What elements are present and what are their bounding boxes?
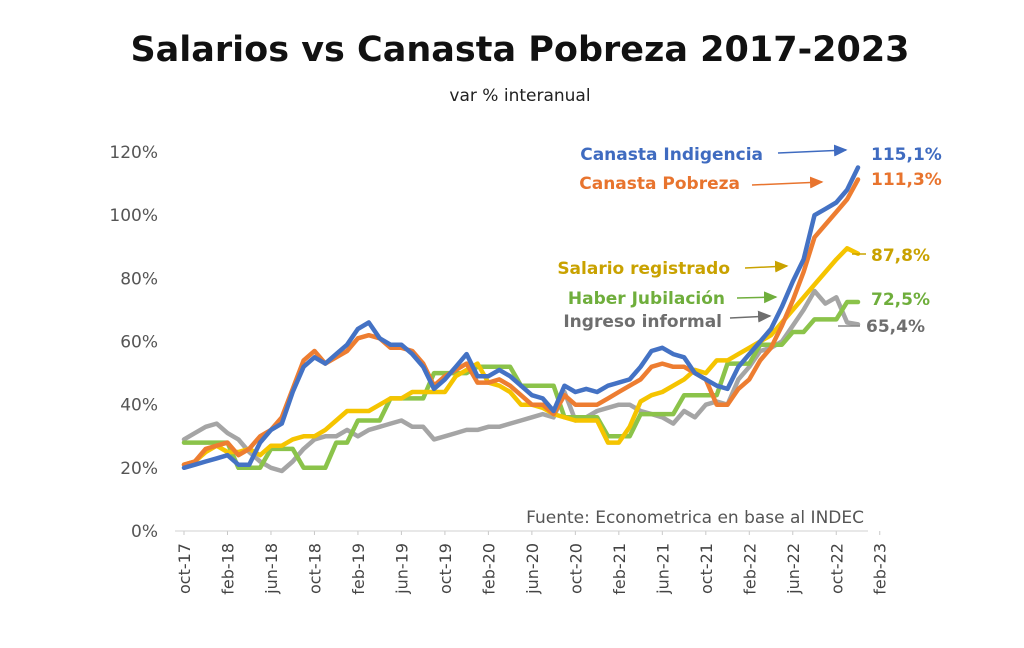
legend-arrow-4 <box>729 310 772 323</box>
x-tick-label: oct-21 <box>697 543 716 594</box>
x-tick-label: oct-18 <box>305 543 324 594</box>
x-tick-label: jun-18 <box>262 543 281 595</box>
series-line-2 <box>181 246 861 467</box>
legend-label-2: Salario registrado <box>557 259 730 279</box>
legend-label-3: Haber Jubilación <box>568 289 725 309</box>
legend-arrow-2 <box>744 260 789 273</box>
y-tick-label: 60% <box>120 333 158 353</box>
y-tick-label: 0% <box>131 522 158 542</box>
end-value-label-2: 87,8% <box>871 246 930 266</box>
legend-arrow-1 <box>751 176 824 189</box>
x-tick-label: feb-19 <box>349 543 368 595</box>
x-tick-label: jun-20 <box>523 543 542 595</box>
y-tick-label: 120% <box>109 143 158 163</box>
end-value-label-4: 65,4% <box>866 317 925 337</box>
x-tick-label: feb-21 <box>610 543 629 595</box>
x-tick-label: feb-22 <box>740 543 759 595</box>
legend-label-0: Canasta Indigencia <box>580 145 763 165</box>
chart-title: Salarios vs Canasta Pobreza 2017-2023 <box>130 30 910 70</box>
y-axis: 0% 20% 40% 60% 80% 100% 120% <box>109 143 158 542</box>
x-tick-label: feb-20 <box>479 543 498 595</box>
x-tick-label: oct-22 <box>827 543 846 594</box>
chart-subtitle: var % interanual <box>449 86 591 106</box>
y-tick-label: 100% <box>109 206 158 226</box>
legend-label-1: Canasta Pobreza <box>579 174 740 194</box>
y-tick-label: 80% <box>120 269 158 289</box>
end-value-label-0: 115,1% <box>871 145 942 165</box>
y-tick-label: 20% <box>120 459 158 479</box>
x-tick-label: jun-19 <box>392 543 411 595</box>
end-value-label-1: 111,3% <box>871 170 942 190</box>
end-value-label-3: 72,5% <box>871 290 930 310</box>
legend: Canasta Indigencia 115,1% Canasta Pobreza 1… <box>557 144 942 337</box>
x-tick-label: jun-22 <box>784 543 803 595</box>
x-tick-label: feb-18 <box>218 543 237 595</box>
source-note: Fuente: Econometrica en base al INDEC <box>526 508 864 528</box>
y-tick-label: 40% <box>120 396 158 416</box>
x-tick-label: feb-23 <box>871 543 890 595</box>
x-tick-label: oct-20 <box>566 543 585 594</box>
x-tick-label: oct-19 <box>436 543 455 594</box>
legend-arrow-3 <box>736 291 778 304</box>
series-line-0 <box>181 165 861 471</box>
x-axis: oct-17 feb-18 jun-18 oct-18 feb-19 jun-19 oct-… <box>175 531 890 595</box>
legend-label-4: Ingreso informal <box>563 312 722 332</box>
x-tick-label: jun-21 <box>653 543 672 595</box>
legend-arrow-0 <box>777 144 848 157</box>
series-lines <box>181 165 861 474</box>
x-tick-label: oct-17 <box>175 543 194 594</box>
